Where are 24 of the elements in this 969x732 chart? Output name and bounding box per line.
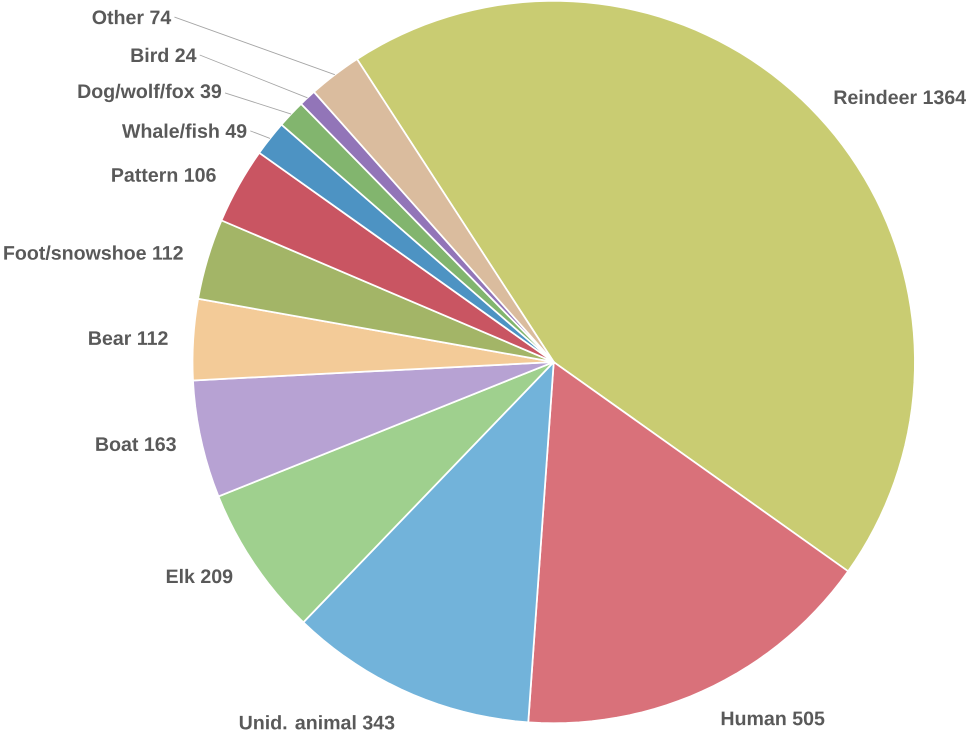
slice-label: Dog/wolf/fox xyxy=(78,84,194,102)
data-label: 49 xyxy=(226,124,246,138)
slice-label: Boat xyxy=(96,437,138,451)
slice-label: Bird xyxy=(131,48,168,62)
data-label: 209 xyxy=(201,569,232,584)
slice-label: Human xyxy=(722,711,786,726)
slice-label: Pattern xyxy=(112,168,178,182)
data-label: 39 xyxy=(200,84,222,98)
slice-label: Reindeer xyxy=(834,90,917,104)
data-label: 1364 xyxy=(924,90,966,104)
data-label: 505 xyxy=(792,711,824,726)
slice-label: Foot/snowshoe xyxy=(4,245,146,260)
data-label: 106 xyxy=(184,168,216,182)
slice-label: Other xyxy=(92,10,144,24)
slice-label: Unid. animal xyxy=(240,714,356,730)
data-label: 112 xyxy=(153,246,183,260)
data-label: 24 xyxy=(175,48,196,62)
data-label: 112 xyxy=(138,330,168,345)
data-label: 74 xyxy=(150,10,172,24)
data-label: 343 xyxy=(362,715,394,730)
slice-label: Whale/fish xyxy=(122,123,219,138)
data-label: 163 xyxy=(145,437,176,451)
slice-label: Bear xyxy=(89,331,132,345)
slice-label: Elk xyxy=(166,568,195,583)
